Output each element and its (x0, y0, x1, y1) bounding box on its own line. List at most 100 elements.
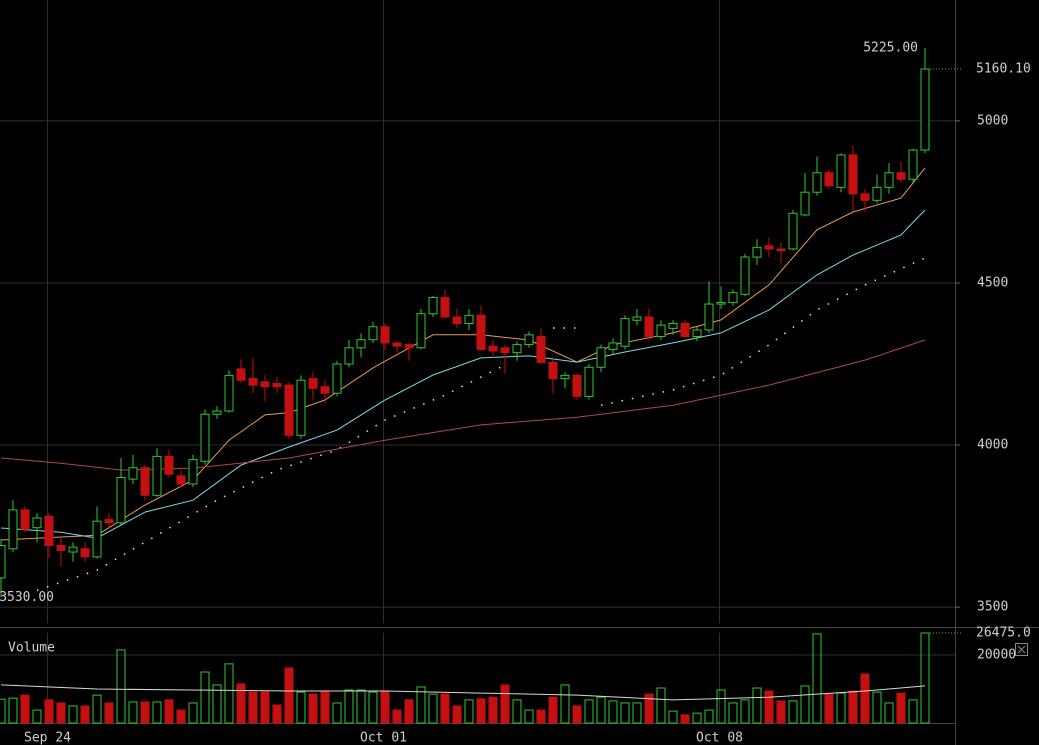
candle-body (668, 322, 678, 329)
volume-bar (0, 698, 6, 724)
volume-bar (284, 667, 294, 724)
volume-bar (728, 702, 738, 724)
volume-bar (752, 687, 762, 724)
volume-bar (836, 692, 846, 724)
volume-bar (740, 699, 750, 724)
candle-body (800, 191, 810, 216)
candle-body (20, 509, 30, 530)
volume-bar (608, 700, 618, 724)
y-tick-label: 5000 (977, 113, 1008, 128)
candle-body (392, 342, 402, 347)
volume-bar (476, 698, 486, 724)
volume-bar (104, 702, 114, 724)
candle-body (356, 339, 366, 349)
candle-body (488, 345, 498, 352)
volume-bar (428, 693, 438, 724)
candle-body (344, 347, 354, 365)
candle-body (212, 410, 222, 415)
candle-body (920, 68, 930, 151)
close-button-icon[interactable] (1017, 645, 1026, 654)
candle-body (584, 366, 594, 397)
candle-body (476, 314, 486, 350)
volume-bar (716, 689, 726, 724)
candle-body (716, 301, 726, 305)
candle-body (320, 386, 330, 394)
volume-bar (164, 699, 174, 724)
close-button-frame[interactable] (1015, 643, 1028, 656)
volume-bar (356, 689, 366, 724)
volume-bar (620, 702, 630, 724)
volume-tick-label: 20000 (977, 648, 1016, 663)
candle-body (560, 374, 570, 380)
volume-bar (596, 696, 606, 724)
volume-bar (308, 693, 318, 724)
volume-bar (500, 684, 510, 724)
candle-body (536, 335, 546, 363)
volume-bar (908, 699, 918, 724)
candle-body (572, 374, 582, 397)
volume-bar (632, 702, 642, 724)
volume-bar (572, 705, 582, 724)
volume-bar (776, 700, 786, 724)
candle-body (524, 334, 534, 346)
candle-body (152, 455, 162, 496)
volume-moving-average (0, 684, 926, 701)
volume-bar (212, 684, 222, 724)
candle-body (368, 326, 378, 341)
volume-bar (488, 696, 498, 724)
candle-body (80, 548, 90, 558)
moving-average (0, 209, 926, 539)
volume-bar (152, 701, 162, 724)
volume-bar (404, 699, 414, 724)
close-pane-button[interactable] (1015, 643, 1028, 656)
volume-pane-title: Volume (8, 641, 55, 656)
volume-bar (344, 689, 354, 724)
candle-body (128, 467, 138, 480)
moving-average (0, 339, 926, 471)
volume-bar (128, 701, 138, 724)
volume-bar (368, 691, 378, 724)
volume-bar (380, 690, 390, 724)
candle-body (44, 515, 54, 547)
candle-body (236, 368, 246, 381)
volume-bar (80, 705, 90, 724)
candle-body (704, 303, 714, 331)
last-volume-label: 26475.0 (976, 626, 1031, 641)
candle-body (248, 378, 258, 386)
candle-body (416, 313, 426, 349)
volume-bar (524, 709, 534, 724)
y-tick-label: 4000 (977, 438, 1008, 453)
candle-body (404, 344, 414, 349)
volume-bar (872, 691, 882, 724)
candle-body (92, 520, 102, 558)
candle-body (332, 363, 342, 394)
volume-bar (764, 690, 774, 724)
candle-body (740, 256, 750, 295)
candle-body (32, 517, 42, 529)
candle-body (680, 322, 690, 337)
volume-bar (464, 699, 474, 724)
candle-body (860, 193, 870, 201)
candle-body (848, 154, 858, 195)
candle-body (512, 344, 522, 354)
candle-body (260, 381, 270, 388)
volume-bar (236, 683, 246, 724)
candle-body (188, 459, 198, 485)
volume-bar (668, 710, 678, 724)
x-tick-label: Oct 01 (360, 731, 407, 745)
low-label: 3530.00 (0, 590, 54, 605)
high-label: 5225.00 (863, 40, 918, 55)
candle-body (872, 186, 882, 201)
volume-bar (224, 663, 234, 724)
candle-body (548, 361, 558, 380)
x-tick-label: Sep 24 (24, 731, 71, 745)
candle-body (380, 326, 390, 344)
volume-bar (656, 687, 666, 724)
volume-bar (692, 712, 702, 724)
candle-body (896, 172, 906, 180)
candle-body (788, 212, 798, 250)
candle-body (596, 347, 606, 368)
candle-body (884, 172, 894, 188)
